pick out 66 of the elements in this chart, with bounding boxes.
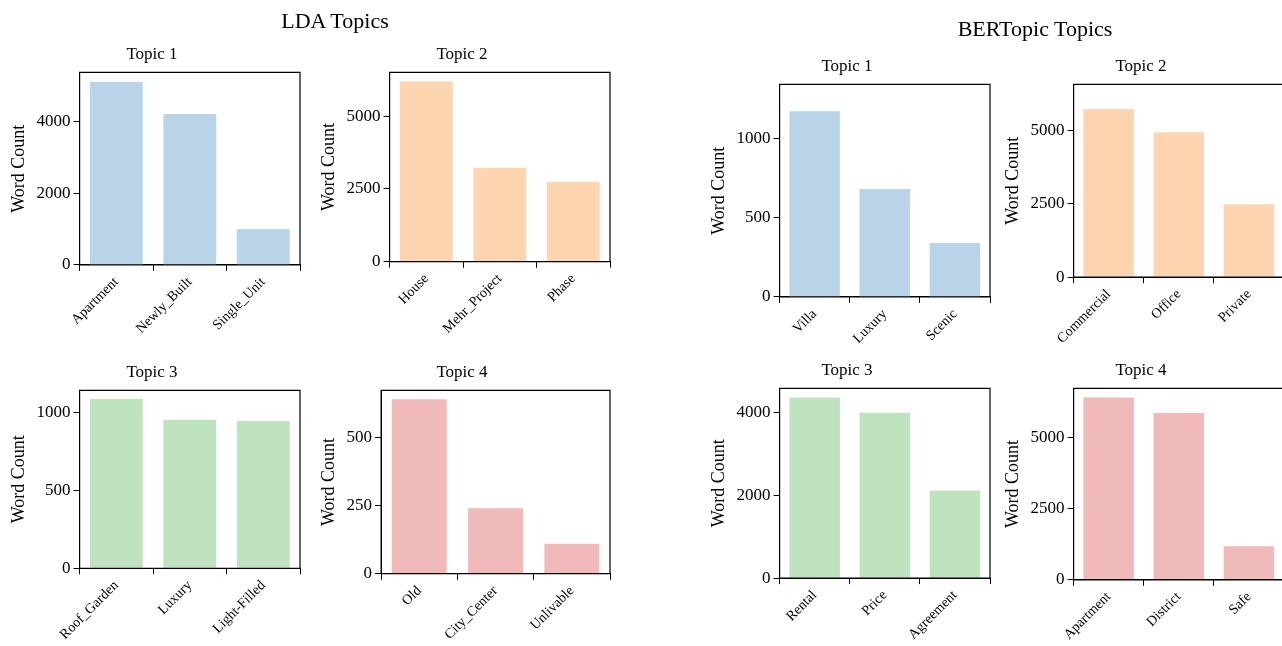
bar	[789, 111, 840, 297]
y-axis-title: Word Count	[707, 439, 728, 528]
y-axis-title: Word Count	[7, 435, 28, 524]
bar	[859, 189, 911, 297]
bar	[544, 543, 600, 574]
y-tick-label: 5000	[1030, 426, 1065, 446]
chart-title: Topic 3	[821, 359, 873, 379]
chart-title: Topic 1	[126, 43, 178, 63]
bar	[236, 229, 290, 265]
bar	[391, 399, 447, 574]
y-tick-label: 500	[45, 480, 71, 500]
y-tick-label: 2500	[1030, 498, 1065, 518]
y-tick-label: 0	[62, 557, 71, 577]
x-tick-label: Safe	[1225, 588, 1254, 618]
x-tick-label: Villa	[789, 305, 820, 336]
bar	[1083, 397, 1134, 580]
bar	[1223, 546, 1275, 580]
y-tick-label: 2500	[1030, 193, 1065, 213]
bar	[1153, 132, 1205, 277]
bar	[468, 508, 524, 574]
chart-title: Topic 2	[1115, 55, 1167, 75]
x-tick-label: Old	[398, 582, 424, 609]
y-tick-label: 4000	[736, 402, 771, 422]
bar	[929, 490, 981, 578]
text: LDA Topics	[280, 8, 390, 34]
y-tick-label: 5000	[346, 105, 381, 125]
y-axis-title: Word Count	[707, 146, 728, 235]
bar	[473, 167, 527, 262]
bar	[89, 81, 143, 265]
y-axis-title: Word Count	[1001, 136, 1022, 225]
y-tick-label: 4000	[36, 110, 71, 130]
y-axis-title: Word Count	[317, 438, 338, 527]
y-axis-title: Word Count	[7, 124, 28, 213]
y-tick-label: 0	[1056, 266, 1065, 286]
bar	[399, 81, 453, 262]
bar	[1223, 204, 1275, 277]
y-tick-label: 0	[1056, 569, 1065, 589]
y-tick-label: 0	[762, 286, 771, 306]
bar	[1153, 412, 1205, 580]
chart-title: Topic 4	[1115, 359, 1168, 379]
bar	[546, 181, 600, 262]
chart-title: Topic 4	[436, 361, 489, 381]
chart-title: Topic 2	[436, 43, 488, 63]
bar	[789, 397, 840, 578]
bar	[1083, 109, 1134, 277]
y-tick-label: 1000	[36, 402, 71, 422]
y-tick-label: 0	[363, 563, 373, 583]
y-tick-label: 250	[346, 495, 373, 514]
y-tick-label: 0	[372, 251, 381, 271]
chart-title: Topic 3	[126, 361, 178, 381]
y-tick-label: 0	[762, 567, 771, 587]
chart-title: Topic 1	[821, 55, 873, 75]
y-tick-label: 5000	[1030, 119, 1065, 139]
bar	[929, 243, 981, 297]
bar	[859, 412, 911, 578]
y-tick-label: 1000	[736, 127, 771, 147]
y-tick-label: 0	[62, 254, 71, 274]
y-axis-title: Word Count	[317, 123, 338, 212]
y-tick-label: 2000	[736, 484, 771, 504]
y-tick-label: 500	[346, 426, 373, 446]
y-tick-label: 500	[745, 207, 771, 227]
bar	[163, 114, 217, 265]
y-tick-label: 2000	[36, 182, 71, 202]
y-tick-label: 2500	[346, 178, 381, 198]
y-axis-title: Word Count	[1001, 440, 1022, 529]
text: BERTopic Topics	[956, 16, 1114, 42]
